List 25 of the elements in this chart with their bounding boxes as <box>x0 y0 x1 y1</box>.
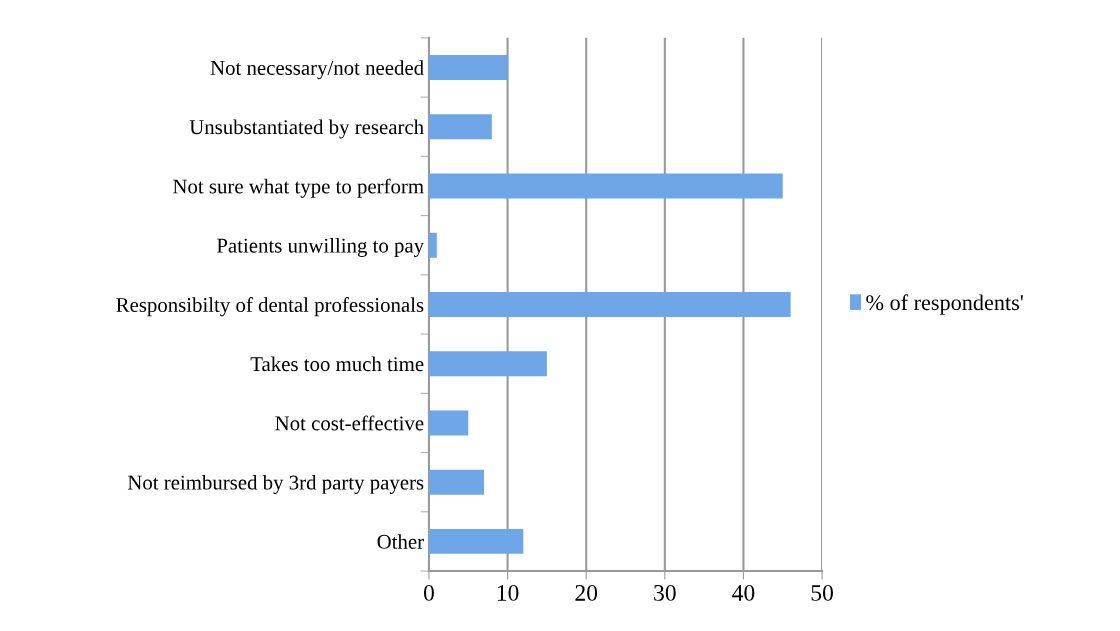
legend-label: % of respondents' <box>866 294 1023 315</box>
bar <box>428 292 791 317</box>
y-tick-label: Not reimbursed by 3rd party payers <box>127 474 424 494</box>
y-tick-label: Responsibilty of dental professionals <box>116 297 424 317</box>
bar <box>428 469 484 495</box>
bar <box>428 410 469 436</box>
x-tick-label: 50 <box>811 584 833 601</box>
bar <box>428 173 783 199</box>
x-tick-label: 0 <box>423 584 434 601</box>
y-tick-label: Other <box>377 534 424 549</box>
bar <box>428 114 492 140</box>
y-tick-label: Takes too much time <box>250 356 424 372</box>
x-tick-label: 20 <box>575 584 598 601</box>
bar <box>428 232 437 258</box>
bar <box>428 351 547 377</box>
x-tick-label: 40 <box>732 584 755 601</box>
y-tick-label: Patients unwilling to pay <box>216 237 425 257</box>
y-tick-label: Not cost-effective <box>275 415 424 431</box>
y-tick-label: Not necessary/not needed <box>210 60 424 80</box>
bar <box>428 55 508 80</box>
bar <box>428 528 524 554</box>
x-tick-label: 30 <box>654 584 676 601</box>
x-tick-label: 10 <box>497 584 519 601</box>
y-tick-label: Unsubstantiated by research <box>189 119 424 139</box>
y-tick-label: Not sure what type to perform <box>173 178 424 198</box>
